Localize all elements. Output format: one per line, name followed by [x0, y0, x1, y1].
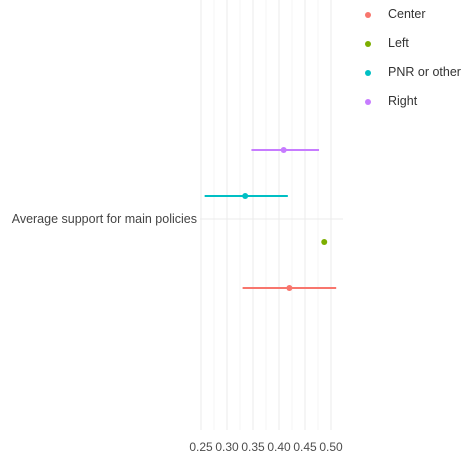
legend-item-pnr-or-other[interactable]: PNR or other: [360, 63, 464, 92]
legend-marker-right: [365, 99, 371, 105]
legend: Center Left PNR or other Right: [360, 5, 464, 121]
point-pnr-or-other[interactable]: [242, 193, 249, 199]
point-left[interactable]: [321, 239, 328, 245]
x-tick-label: 0.45: [293, 440, 317, 453]
x-tick-label: 0.50: [319, 440, 343, 453]
legend-marker-center: [365, 12, 371, 18]
legend-label-left: Left: [388, 36, 409, 50]
legend-marker-pnr-or-other: [365, 70, 371, 76]
x-tick-label: 0.25: [189, 440, 213, 453]
legend-item-left[interactable]: Left: [360, 34, 464, 63]
y-category-label: Average support for main policies: [12, 212, 197, 226]
point-right[interactable]: [280, 147, 287, 153]
legend-item-center[interactable]: Center: [360, 5, 464, 34]
x-tick-label: 0.40: [267, 440, 291, 453]
data-marks: [204, 147, 337, 291]
legend-label-pnr-or-other: PNR or other: [388, 65, 461, 79]
legend-item-right[interactable]: Right: [360, 92, 464, 121]
point-center[interactable]: [286, 285, 293, 291]
x-tick-labels: 0.25 0.30 0.35 0.40 0.45 0.50: [189, 440, 343, 453]
x-tick-label: 0.30: [215, 440, 239, 453]
x-tick-label: 0.35: [241, 440, 265, 453]
gridlines: [200, 0, 343, 430]
legend-marker-left: [365, 41, 371, 47]
legend-label-center: Center: [388, 7, 426, 21]
legend-label-right: Right: [388, 94, 418, 108]
